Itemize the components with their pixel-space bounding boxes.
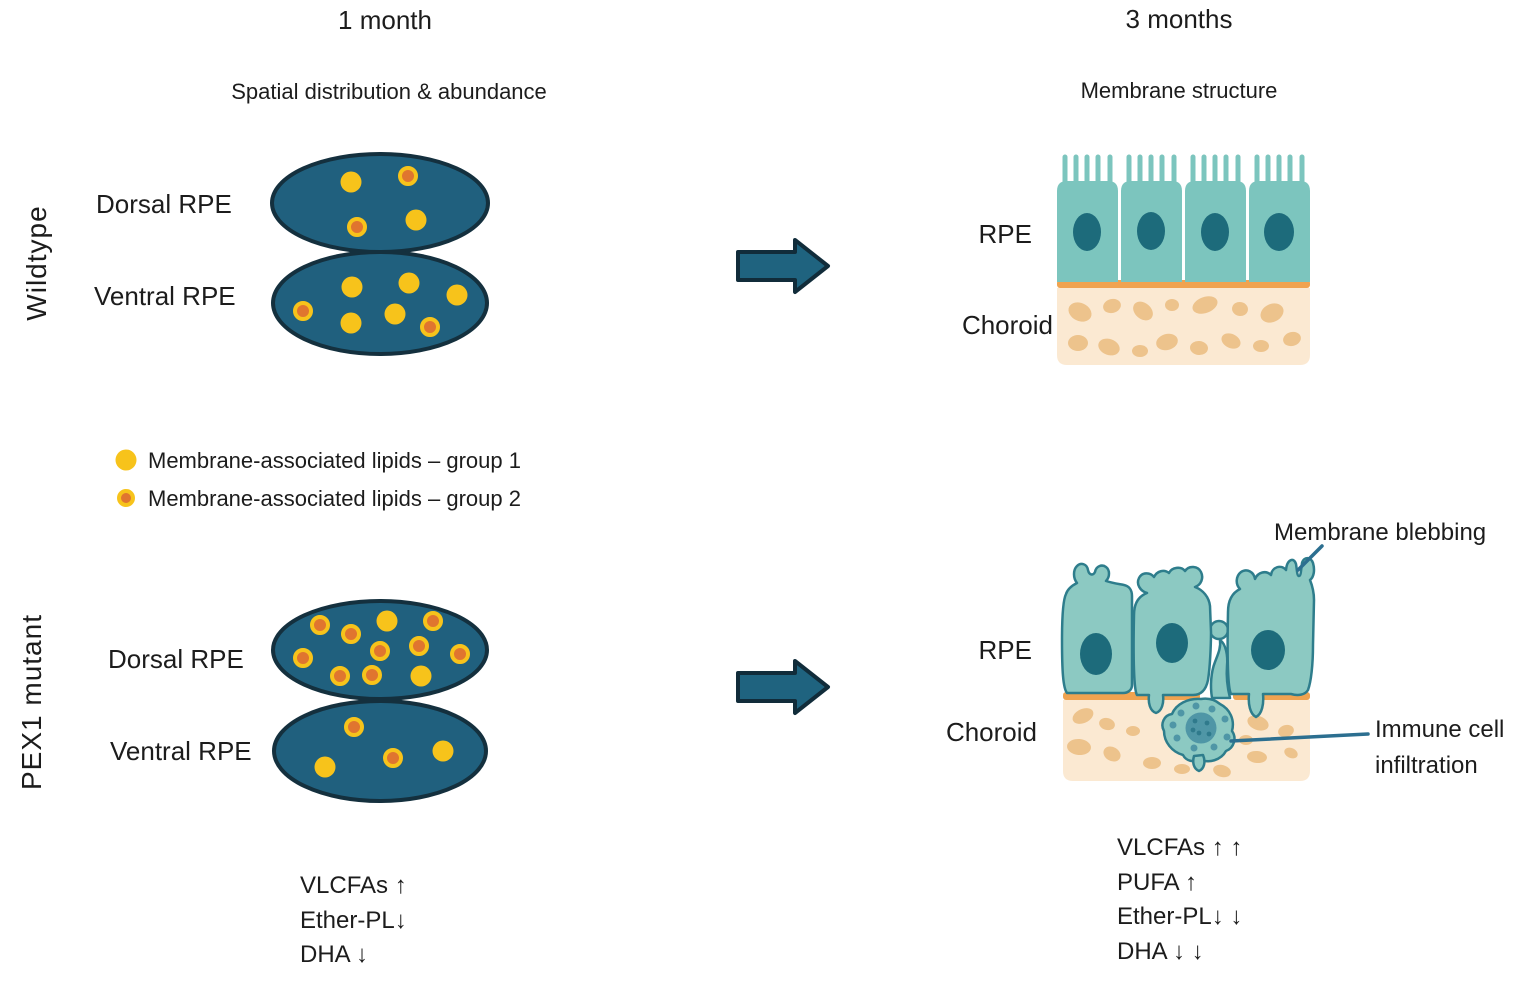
legend-group2-label: Membrane-associated lipids – group 2 — [148, 486, 521, 511]
mutant-ventral-lipid-dots — [314, 717, 454, 778]
immune-cell-nucleus — [1185, 712, 1217, 744]
rpe-cell-nucleus — [1073, 213, 1101, 251]
column2-subtitle: Membrane structure — [1080, 78, 1278, 103]
wildtype-dorsal-rpe-ellipse — [270, 152, 490, 254]
rpe-cell-nucleus — [1080, 633, 1112, 675]
lipid-dot-group2 — [341, 624, 361, 644]
wildtype-dorsal-lipid-dots — [340, 166, 427, 237]
wildtype-row-label: Wildtype — [21, 205, 52, 321]
wildtype-dorsal-rpe-label: Dorsal RPE — [96, 189, 232, 219]
lipid-dot-group1 — [341, 276, 363, 298]
legend-group1-label: Membrane-associated lipids – group 1 — [148, 448, 521, 473]
rpe-cell-nucleus — [1264, 213, 1294, 251]
wildtype-bruchs-membrane — [1057, 280, 1310, 288]
lipid-dot-group2 — [409, 636, 429, 656]
mutant-3months-lipid-changes: VLCFAs ↑ ↑ PUFA ↑ Ether-PL↓ ↓ DHA ↓ ↓ — [1117, 831, 1242, 969]
rpe-cell-nucleus — [1251, 630, 1285, 670]
wildtype-ventral-rpe-label: Ventral RPE — [94, 281, 236, 311]
lipid-dot-group2 — [330, 666, 350, 686]
lipid-dot-group2 — [398, 166, 418, 186]
lipid-dot-group2 — [383, 748, 403, 768]
lipid-dot-group1 — [410, 665, 432, 687]
lipid-dot-group1 — [405, 209, 427, 231]
lipid-dot-group1 — [432, 740, 454, 762]
lipid-dot-group1 — [446, 284, 468, 306]
mutant-ventral-rpe-ellipse — [272, 699, 488, 803]
mutant-rpe-cells — [1060, 556, 1316, 719]
wildtype-right-arrow-icon — [736, 238, 830, 294]
wildtype-choroid-label: Choroid — [961, 310, 1053, 340]
mutant-membrane-structure — [1060, 544, 1370, 781]
immune-cell-pointer-line — [1229, 732, 1370, 743]
legend-group1-dot-icon — [115, 449, 137, 471]
lipid-change-line: DHA ↓ — [300, 941, 369, 968]
mutant-ventral-rpe-label: Ventral RPE — [110, 736, 252, 766]
immune-cell-nucleus-speckles — [1190, 718, 1212, 737]
wildtype-ventral-lipid-dots — [293, 272, 468, 337]
wildtype-choroid-block — [1057, 288, 1310, 365]
lipid-change-line: VLCFAs ↑ — [300, 872, 407, 899]
membrane-bleb-droplet — [1208, 619, 1230, 641]
immune-cell-label-line1: Immune cell — [1375, 716, 1505, 743]
wildtype-rpe-label: RPE — [978, 219, 1032, 249]
lipid-change-line: Ether-PL↓ ↓ — [1117, 903, 1243, 930]
lipid-change-line: Ether-PL↓ — [300, 906, 407, 934]
lipid-dot-group1 — [340, 312, 362, 334]
lipid-dot-group2 — [370, 641, 390, 661]
wildtype-choroid-blobs — [1068, 296, 1301, 357]
immune-cell-granules — [1169, 702, 1231, 752]
lipid-dot-group2 — [362, 665, 382, 685]
membrane-blebbing-pointer-line — [1296, 544, 1324, 572]
legend-group2-dot-icon — [117, 489, 135, 507]
mutant-dorsal-rpe-label: Dorsal RPE — [108, 644, 244, 674]
lipid-dot-group1 — [398, 272, 420, 294]
lipid-dot-group2 — [420, 317, 440, 337]
lipid-dot-group2 — [310, 615, 330, 635]
wildtype-eye-diagram — [270, 152, 490, 356]
mutant-row-label: PEX1 mutant — [16, 614, 47, 790]
membrane-blebbing-label: Membrane blebbing — [1274, 519, 1487, 546]
wildtype-membrane-structure — [1057, 154, 1310, 365]
mutant-rpe-cell — [1060, 562, 1134, 695]
lipid-dot-group2 — [293, 648, 313, 668]
column2-title: 3 months — [1125, 4, 1233, 34]
immune-cell — [1161, 619, 1236, 773]
mutant-1month-lipid-changes: VLCFAs ↑ Ether-PL↓ DHA ↓ — [300, 869, 407, 973]
lipid-change-line: PUFA ↑ — [1117, 868, 1198, 896]
rpe-cell-nucleus — [1201, 213, 1229, 251]
lipid-change-line: VLCFAs ↑ ↑ — [1117, 834, 1243, 861]
lipid-dot-group2 — [344, 717, 364, 737]
rpe-cell-nucleus — [1137, 212, 1165, 250]
lipid-dot-group1 — [340, 171, 362, 193]
lipid-dot-group2 — [423, 611, 443, 631]
immune-cell-label-line2: infiltration — [1375, 752, 1478, 779]
column1-subtitle: Spatial distribution & abundance — [231, 79, 547, 104]
mutant-rpe-label: RPE — [978, 635, 1032, 665]
rpe-cell-nucleus — [1156, 623, 1188, 663]
mutant-right-arrow-icon — [736, 659, 830, 715]
lipid-change-line: DHA ↓ ↓ — [1117, 937, 1204, 965]
column1-title: 1 month — [338, 5, 432, 35]
wildtype-rpe-cells — [1057, 154, 1310, 282]
lipid-dot-group2 — [347, 217, 367, 237]
lipid-dot-group1 — [384, 303, 406, 325]
lipid-dot-group1 — [314, 756, 336, 778]
mutant-choroid-blobs — [1067, 708, 1298, 778]
lipid-dot-group2 — [450, 644, 470, 664]
mutant-dorsal-lipid-dots — [293, 610, 470, 687]
lipid-dot-group2 — [293, 301, 313, 321]
immune-cell-tail — [1191, 753, 1206, 773]
mutant-choroid-label: Choroid — [945, 717, 1037, 747]
lipid-dot-group1 — [376, 610, 398, 632]
mutant-eye-diagram — [271, 599, 489, 803]
